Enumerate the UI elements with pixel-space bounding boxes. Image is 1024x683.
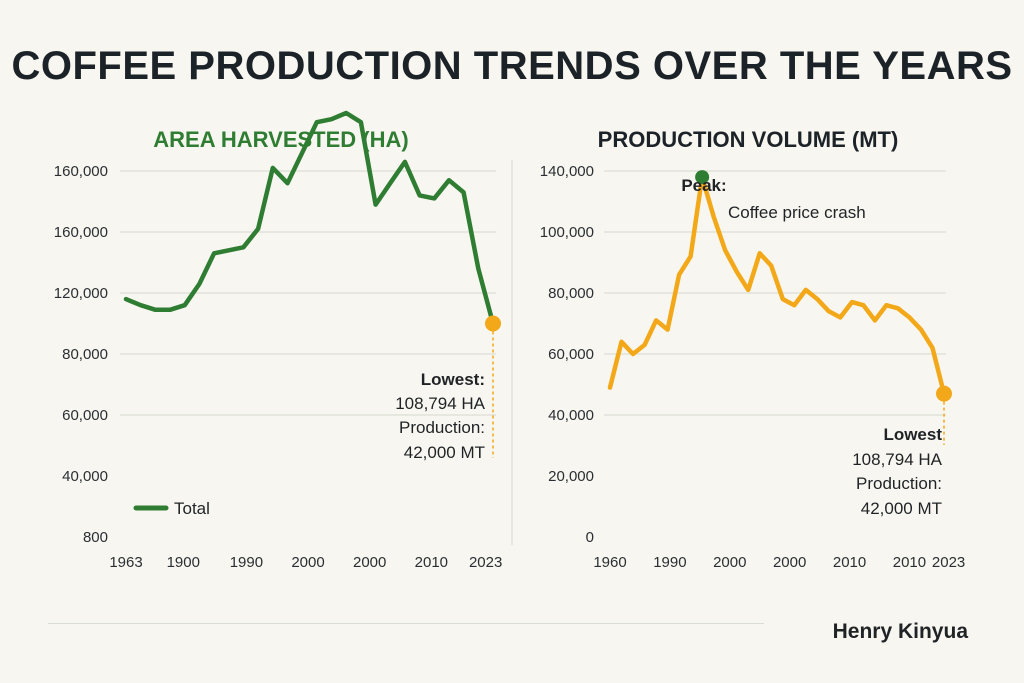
lowest-annotation-line: Lowest: — [421, 370, 485, 389]
y-tick-label: 160,000 — [54, 224, 108, 241]
lowest-annotation-line: Production: — [856, 474, 942, 493]
x-tick-label: 2000 — [713, 554, 746, 571]
lowest-point-marker — [485, 315, 501, 332]
production-volume-chart: PRODUCTION VOLUME (MT) 0 20,000 40,000 60,00… — [540, 127, 966, 571]
y-tick-label: 120,000 — [54, 285, 108, 302]
x-tick-label: 2010 — [893, 554, 926, 571]
main-title: COFFEE PRODUCTION TRENDS OVER THE YEARS — [11, 44, 1013, 88]
y-tick-label: 0 — [586, 529, 594, 546]
x-tick-label: 1990 — [230, 554, 263, 571]
x-tick-label: 2000 — [773, 554, 806, 571]
x-tick-label: 2023 — [932, 554, 965, 571]
area-harvested-chart: AREA HARVESTED (HA) 800 40,000 60,000 80,000… — [54, 110, 502, 571]
author-credit: Henry Kinyua — [832, 620, 968, 643]
lowest-annotation-line: 42,000 MT — [861, 499, 942, 518]
peak-label: Peak: — [681, 176, 726, 195]
x-tick-label: 1960 — [593, 554, 626, 571]
y-tick-label: 40,000 — [548, 407, 594, 424]
peak-marker — [695, 170, 710, 185]
x-tick-label: 2023 — [469, 554, 502, 571]
y-tick-label: 80,000 — [62, 346, 108, 363]
y-tick-label: 140,000 — [540, 163, 594, 180]
y-tick-label: 20,000 — [548, 468, 594, 485]
series-line — [123, 110, 496, 326]
y-tick-label: 100,000 — [540, 224, 594, 241]
y-tick-label: 80,000 — [548, 285, 594, 302]
lowest-annotation-line: 108,794 HA — [395, 394, 485, 413]
x-tick-label: 1963 — [109, 554, 142, 571]
lowest-annotation-line: Lowest — [883, 425, 942, 444]
y-tick-label: 60,000 — [548, 346, 594, 363]
x-tick-label: 1990 — [653, 554, 686, 571]
lowest-annotation-line: Production: — [399, 418, 485, 437]
series-line — [607, 174, 947, 396]
x-tick-label: 2010 — [415, 554, 448, 571]
x-tick-label: 2000 — [353, 554, 386, 571]
peak-note: Coffee price crash — [728, 203, 866, 222]
y-tick-label: 800 — [83, 529, 108, 546]
y-tick-label: 40,000 — [62, 468, 108, 485]
y-tick-label: 160,000 — [54, 163, 108, 180]
chart-title: AREA HARVESTED (HA) — [153, 127, 408, 152]
lowest-annotation-line: 42,000 MT — [404, 443, 485, 462]
lowest-annotation-line: 108,794 HA — [852, 450, 942, 469]
y-tick-label: 60,000 — [62, 407, 108, 424]
footer-divider — [48, 623, 764, 624]
x-tick-label: 2010 — [833, 554, 866, 571]
legend-label: Total — [174, 499, 210, 518]
x-tick-label: 2000 — [291, 554, 324, 571]
chart-title: PRODUCTION VOLUME (MT) — [598, 127, 899, 152]
x-tick-label: 1900 — [167, 554, 200, 571]
lowest-point-marker — [936, 385, 952, 402]
